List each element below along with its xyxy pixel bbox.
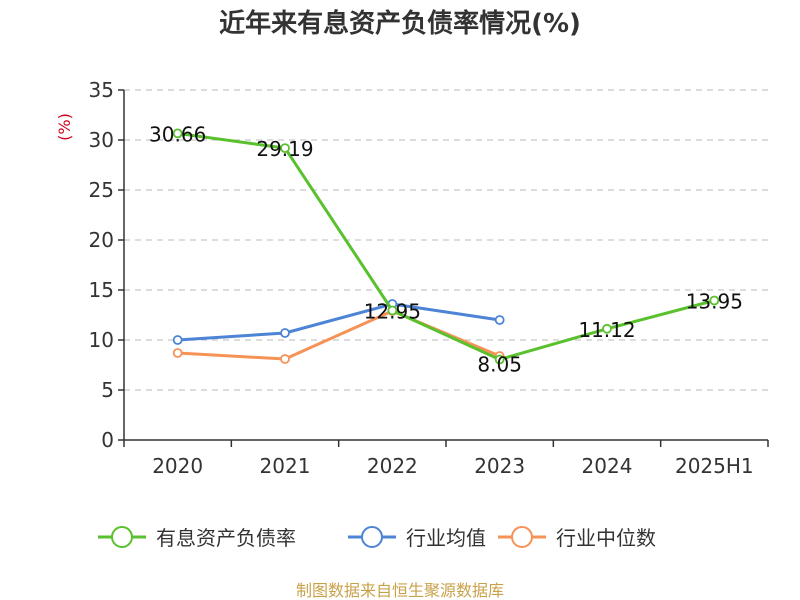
legend-item[interactable]: 行业中位数 [498,526,656,550]
x-tick-label: 2025H1 [675,454,754,478]
grid-lines [124,89,768,391]
y-tick-label: 25 [89,178,114,202]
data-label: 12.95 [364,300,421,324]
series-line [177,131,715,361]
legend: 有息资产负债率 行业均值 行业中位数 [98,526,656,550]
legend-marker [361,526,383,548]
source-note: 制图数据来自恒生聚源数据库 [296,581,504,600]
legend-label: 有息资产负债率 [156,526,296,550]
chart-title: 近年来有息资产负债率情况(%) [219,8,581,39]
data-point [172,128,183,139]
data-point [172,348,183,358]
series [172,128,720,365]
y-tick-label: 35 [89,78,114,102]
data-label: 29.19 [256,137,313,161]
y-tick-label: 5 [101,378,114,402]
axes [123,90,768,441]
legend-marker [111,526,133,548]
y-tick-label: 20 [89,228,114,252]
y-tick-label: 10 [89,328,114,352]
data-point [387,305,398,316]
data-point [494,315,505,325]
x-tick-label: 2020 [152,454,203,478]
y-tick-label: 15 [89,278,114,302]
data-point [709,295,720,306]
x-tick-label: 2022 [367,454,418,478]
x-tick-label: 2024 [582,454,633,478]
x-tick-label: 2021 [260,454,311,478]
data-label: 11.12 [578,318,635,342]
x-tick-label: 2023 [474,454,525,478]
data-labels: 30.66 29.19 12.95 8.05 11.12 13.95 [149,122,743,376]
legend-item[interactable]: 行业均值 [348,526,486,550]
data-label: 8.05 [477,353,522,377]
legend-marker [511,526,533,548]
data-point [172,335,183,345]
series-line [177,302,500,342]
legend-item[interactable]: 有息资产负债率 [98,526,296,550]
data-point [494,354,505,365]
data-point [280,328,290,338]
y-ticks: 0 5 10 15 20 25 30 35 [89,78,124,452]
data-label: 30.66 [149,122,206,146]
data-point [280,354,290,364]
legend-label: 行业中位数 [556,526,656,550]
data-point [280,143,290,154]
data-label: 13.95 [686,290,743,314]
y-tick-label: 30 [89,128,114,152]
legend-label: 行业均值 [406,526,486,550]
x-ticks: 2020 2021 2022 2023 2024 2025H1 [123,440,769,478]
y-axis-unit-label: (%) [55,113,74,141]
y-tick-label: 0 [101,428,114,452]
data-point [602,323,612,334]
